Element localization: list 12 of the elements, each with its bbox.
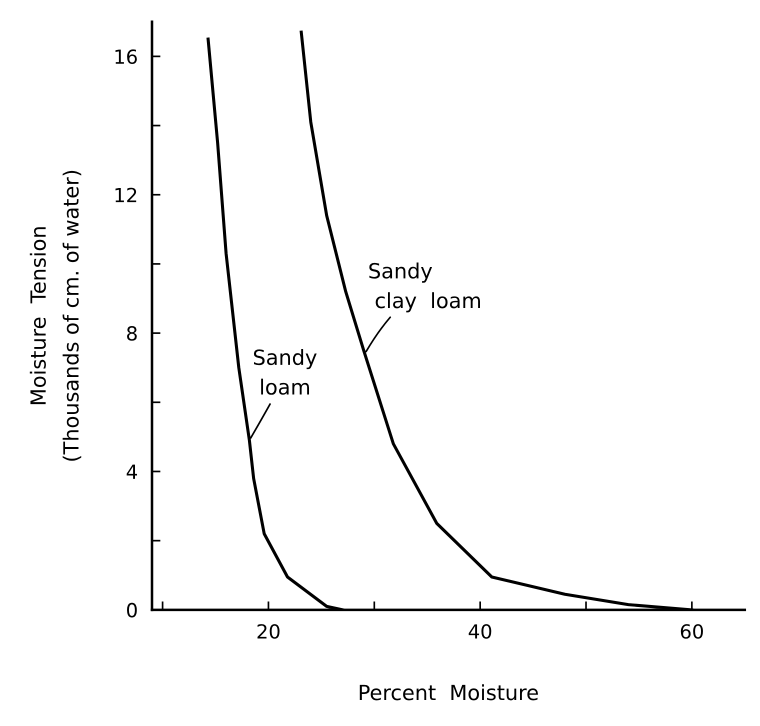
annotation: Sandy clay loam xyxy=(369,262,480,312)
y-tick-label: 4 xyxy=(126,464,138,479)
x-tick-label: 40 xyxy=(468,624,492,639)
y-axis-title: Moisture Tension (Thousands of cm. of water) xyxy=(30,170,82,461)
x-axis-title: Percent Moisture xyxy=(360,684,538,700)
y-tick-label: 16 xyxy=(116,49,137,64)
x-tick-label: 60 xyxy=(680,624,703,639)
y-tick-label: 8 xyxy=(127,326,137,341)
y-tick-label: 0 xyxy=(127,602,137,618)
y-tick-label: 12 xyxy=(116,188,136,202)
x-tick-label: 20 xyxy=(257,624,280,639)
annotation: Sandy loam xyxy=(254,349,317,395)
